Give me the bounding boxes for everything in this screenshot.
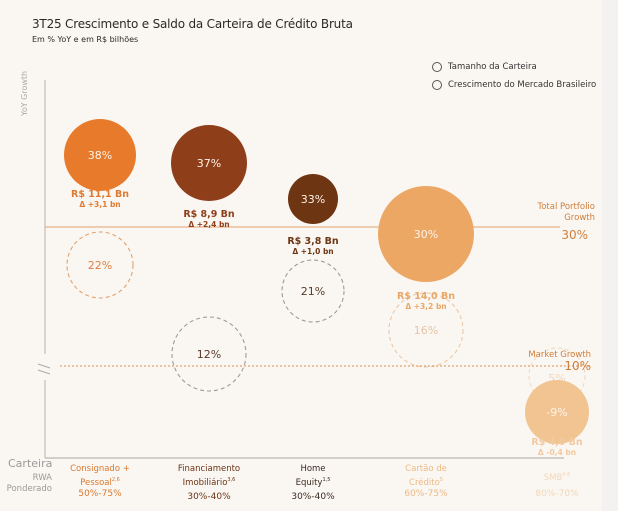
footnote-marker: 1,5 <box>322 477 331 483</box>
market-growth-value: 12% <box>197 348 221 361</box>
ref-label-line1: Total Portfolio <box>537 202 595 212</box>
market-growth-circle <box>281 259 345 323</box>
category-label-line1: Consignado + <box>70 464 130 474</box>
category-label-line2: Equity1,5 <box>295 477 331 488</box>
category-label: SMB4,6 <box>507 470 607 484</box>
category-label: Financiamento Imobiliário3,6 <box>159 464 259 489</box>
market-growth-circle <box>66 231 134 299</box>
circle-outline-icon <box>432 80 442 90</box>
total-portfolio-growth-value: 30% <box>561 228 588 242</box>
portfolio-delta-label: Δ +2,4 bn <box>188 220 229 229</box>
portfolio-bubble <box>171 125 247 201</box>
market-growth-value: 21% <box>301 285 325 298</box>
rwa-value: 80%-70% <box>535 489 579 499</box>
rwa-label-line1: RWA <box>32 473 52 483</box>
portfolio-delta-label: Δ -0,4 bn <box>538 448 576 457</box>
legend: Tamanho da Carteira Crescimento do Merca… <box>432 58 596 94</box>
chart-title: 3T25 Crescimento e Saldo da Carteira de … <box>32 17 353 31</box>
portfolio-bubble <box>64 119 136 191</box>
growth-value-label: 37% <box>197 157 221 170</box>
axis-break-mark <box>37 363 51 369</box>
legend-item-portfolio-size: Tamanho da Carteira <box>432 58 596 76</box>
category-label-line2: Imobiliário3,6 <box>182 477 236 488</box>
bubble-chart: 22%12%21%16%5%38%37%33%30%-9%R$ 11,1 BnΔ… <box>37 80 592 459</box>
market-growth-circle <box>171 316 247 392</box>
portfolio-delta-label: Δ +1,0 bn <box>292 247 333 256</box>
rwa-value: 30%-40% <box>187 492 231 502</box>
chart-canvas: 3T25 Crescimento e Saldo da Carteira de … <box>6 17 597 502</box>
portfolio-bubble <box>378 186 474 282</box>
growth-value-label: 38% <box>88 149 112 162</box>
rwa-value: 30%-40% <box>291 492 335 502</box>
growth-value-label: 30% <box>414 228 438 241</box>
portfolio-size-label: R$ 11,1 Bn <box>71 189 129 200</box>
rwa-value: 60%-75% <box>404 489 448 499</box>
market-growth-circle <box>388 292 464 368</box>
rwa-value: 50%-75% <box>78 489 122 499</box>
portfolio-size-label: R$ 14,0 Bn <box>397 291 455 302</box>
category-label-line1: SMB4,6 <box>543 472 571 483</box>
footnote-marker: 4,6 <box>562 472 571 478</box>
rwa-label: RWA Ponderado <box>6 473 52 495</box>
circle-outline-icon <box>432 62 442 72</box>
legend-label: Crescimento do Mercado Brasileiro <box>448 80 597 90</box>
growth-value-label: 33% <box>301 193 325 206</box>
market-growth-label: Market Growth <box>528 350 591 360</box>
portfolio-delta-label: Δ +3,1 bn <box>79 200 120 209</box>
category-label: Home Equity1,5 <box>263 464 363 489</box>
legend-item-market-growth: Crescimento do Mercado Brasileiro <box>432 76 596 94</box>
carteira-label: Carteira <box>8 457 53 470</box>
axis-break-mark <box>37 369 51 375</box>
market-growth-value: 10% <box>564 359 591 373</box>
chart-subtitle: Em % YoY e em R$ bilhões <box>32 35 139 44</box>
category-label-line1: Financiamento <box>177 464 241 474</box>
growth-value-label: -9% <box>546 406 567 419</box>
category-label-line1: Cartão de <box>405 464 447 474</box>
category-label-line1: Home <box>300 464 326 474</box>
footnote-marker: 3,6 <box>227 477 236 483</box>
portfolio-bubble <box>288 174 338 224</box>
legend-label: Tamanho da Carteira <box>448 62 537 72</box>
category-label: Cartão de Crédito5 <box>376 464 476 489</box>
footnote-marker: 5 <box>439 477 443 483</box>
portfolio-size-label: R$ 3,8 Bn <box>287 236 339 247</box>
portfolio-bubble <box>525 380 589 444</box>
category-label: Consignado + Pessoal2,6 <box>50 464 150 489</box>
rwa-label-line2: Ponderado <box>6 484 52 494</box>
market-growth-value: 22% <box>88 259 112 272</box>
category-label-line2: Crédito5 <box>409 477 443 488</box>
portfolio-size-label: R$ 4,0 Bn <box>531 437 583 448</box>
ref-label-line2: Growth <box>564 213 595 223</box>
footnote-marker: 2,6 <box>111 477 120 483</box>
market-growth-value: 16% <box>414 324 438 337</box>
category-label-line2: Pessoal2,6 <box>80 477 120 488</box>
total-portfolio-growth-label: Total Portfolio Growth <box>500 202 595 224</box>
portfolio-delta-label: Δ +3,2 bn <box>405 302 446 311</box>
portfolio-size-label: R$ 8,9 Bn <box>183 209 235 220</box>
